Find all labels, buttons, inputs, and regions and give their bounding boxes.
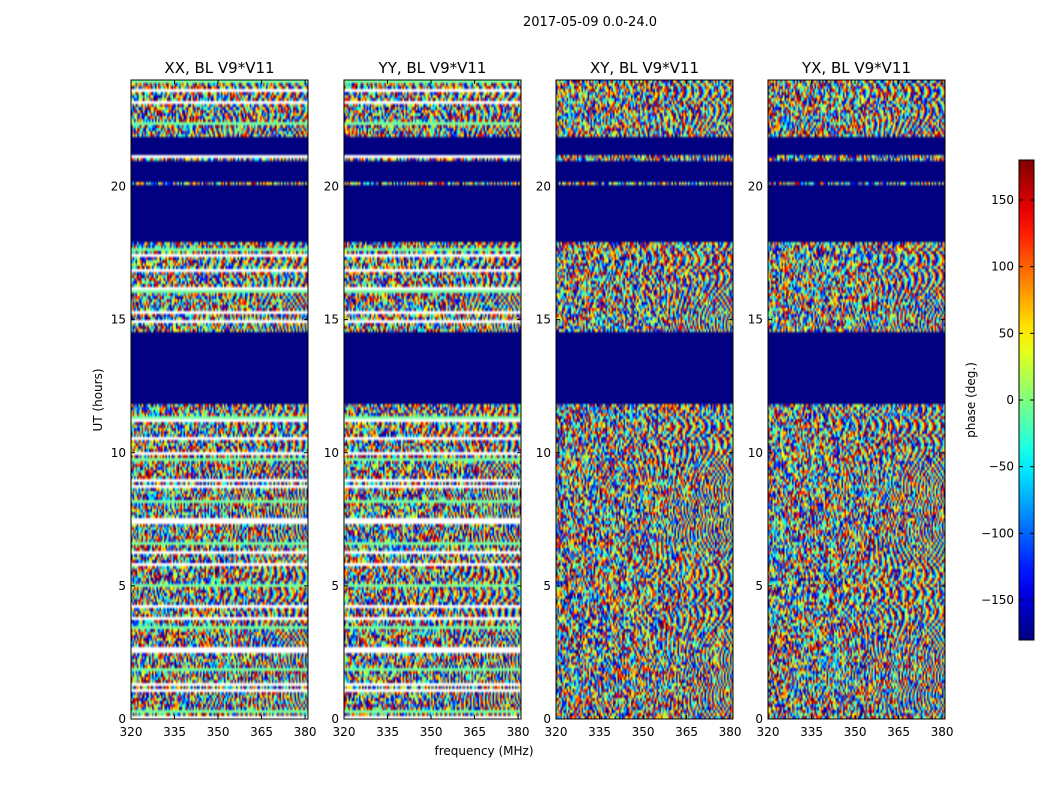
panel-title: YY, BL V9*V11 (378, 59, 487, 77)
x-tick-label: 380 (294, 725, 317, 739)
x-tick-label: 350 (207, 725, 230, 739)
x-tick-label: 365 (887, 725, 910, 739)
panel-title: YX, BL V9*V11 (801, 59, 911, 77)
phase-heatmap-xy (556, 80, 733, 719)
panel-frame (767, 79, 946, 720)
panel-xx: XX, BL V9*V11 320 335 350 365 380 0 5 10 15 20 (111, 59, 317, 739)
colorbar-tick-label: 100 (991, 260, 1014, 274)
x-tick-label: 320 (120, 725, 143, 739)
colorbar-tick-label: 0 (1006, 393, 1014, 407)
y-tick-label: 5 (331, 579, 339, 593)
panel-yy: YY, BL V9*V11 320 335 350 365 380 0 5 10 15 20 (324, 59, 530, 739)
y-tick-label: 5 (118, 579, 126, 593)
x-tick-label: 350 (420, 725, 443, 739)
x-tick-label: 320 (545, 725, 568, 739)
colorbar-tick-label: 50 (999, 326, 1014, 340)
y-tick-label: 15 (748, 313, 763, 327)
figure-suptitle: 2017-05-09 0.0-24.0 (523, 15, 657, 30)
y-tick-label: 15 (324, 313, 339, 327)
x-tick-label: 320 (757, 725, 780, 739)
panel-frame (555, 79, 734, 720)
y-tick-label: 0 (543, 712, 551, 726)
colorbar-tick-label: −150 (981, 593, 1014, 607)
colorbar-label: phase (deg.) (964, 362, 978, 438)
x-tick-label: 365 (463, 725, 486, 739)
x-tick-label: 380 (719, 725, 742, 739)
x-tick-label: 350 (632, 725, 655, 739)
y-tick-label: 20 (748, 180, 763, 194)
panel-title: XY, BL V9*V11 (590, 59, 699, 77)
x-tick-label: 335 (588, 725, 611, 739)
y-tick-label: 20 (111, 180, 126, 194)
panel-frame (130, 79, 309, 720)
x-axis-label: frequency (MHz) (434, 744, 533, 758)
panel-xy: XY, BL V9*V11 320 335 350 365 380 0 5 10 15 20 (536, 59, 742, 739)
y-tick-label: 10 (748, 446, 763, 460)
x-tick-label: 320 (333, 725, 356, 739)
x-tick-label: 335 (163, 725, 186, 739)
y-tick-label: 0 (331, 712, 339, 726)
colorbar-tick-label: 150 (991, 193, 1014, 207)
y-tick-label: 15 (536, 313, 551, 327)
y-tick-label: 20 (324, 180, 339, 194)
x-tick-label: 335 (376, 725, 399, 739)
panel-frame (343, 79, 522, 720)
phase-heatmap-yx (768, 80, 945, 719)
x-tick-label: 380 (507, 725, 530, 739)
y-tick-label: 15 (111, 313, 126, 327)
x-tick-label: 365 (250, 725, 273, 739)
y-axis-label: UT (hours) (91, 368, 105, 431)
y-tick-label: 0 (755, 712, 763, 726)
x-tick-label: 350 (844, 725, 867, 739)
y-tick-label: 20 (536, 180, 551, 194)
phase-heatmap-xx (131, 80, 308, 719)
x-tick-label: 380 (931, 725, 954, 739)
y-tick-label: 0 (118, 712, 126, 726)
colorbar-tick-label: −50 (989, 460, 1014, 474)
phase-heatmap-yy (344, 80, 521, 719)
y-tick-label: 5 (543, 579, 551, 593)
x-tick-label: 335 (800, 725, 823, 739)
colorbar-tick-label: −100 (981, 526, 1014, 540)
y-tick-label: 10 (536, 446, 551, 460)
y-tick-label: 10 (324, 446, 339, 460)
y-tick-label: 5 (755, 579, 763, 593)
panel-title: XX, BL V9*V11 (164, 59, 274, 77)
x-tick-label: 365 (675, 725, 698, 739)
colorbar: 150 100 50 0 −50 −100 −150 (981, 159, 1035, 641)
panel-yx: YX, BL V9*V11 320 335 350 365 380 0 5 10 15 20 (748, 59, 954, 739)
y-tick-label: 10 (111, 446, 126, 460)
